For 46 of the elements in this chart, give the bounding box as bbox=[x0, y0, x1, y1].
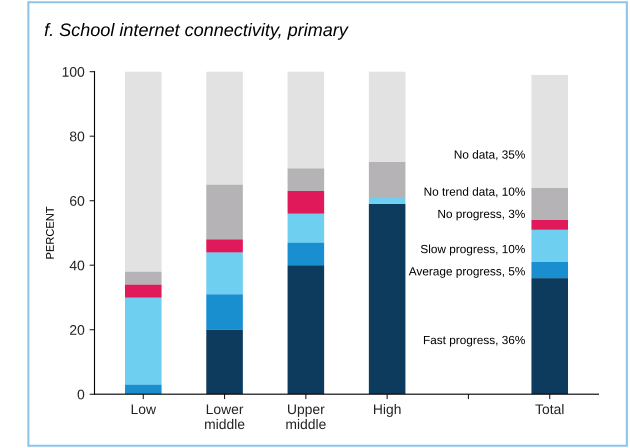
annotation: Fast progress, 36% bbox=[424, 336, 525, 347]
y-tick-label: 0 bbox=[78, 390, 84, 400]
y-axis-title: PERCENT bbox=[46, 206, 54, 259]
x-tick-label: Lower middle bbox=[205, 404, 244, 430]
bar bbox=[288, 214, 324, 243]
annotation: No progress, 3% bbox=[438, 210, 525, 220]
annotation: Slow progress, 10% bbox=[420, 244, 525, 256]
bar bbox=[531, 262, 568, 278]
annotation: No data, 35% bbox=[454, 150, 525, 160]
bar bbox=[531, 278, 568, 394]
bar bbox=[206, 239, 243, 252]
x-tick-label: Low bbox=[132, 404, 156, 414]
bar bbox=[368, 197, 406, 204]
x-tick-label: Total bbox=[535, 404, 564, 414]
y-tick-label: 60 bbox=[70, 196, 84, 206]
y-tick-label: 40 bbox=[70, 260, 84, 270]
bar bbox=[531, 74, 568, 188]
bar bbox=[206, 252, 243, 294]
chart-title: f. School internet connectivity, primary bbox=[44, 22, 349, 40]
annotation: No trend data, 10% bbox=[424, 187, 525, 198]
bar bbox=[124, 72, 162, 272]
bar bbox=[531, 220, 568, 230]
bar bbox=[206, 184, 243, 240]
bar bbox=[531, 230, 568, 262]
bar bbox=[288, 265, 324, 394]
x-tick-label: Upper middle bbox=[286, 404, 326, 430]
bar bbox=[124, 384, 162, 394]
bar bbox=[206, 294, 243, 330]
bar bbox=[206, 330, 243, 394]
bar bbox=[531, 188, 568, 220]
bar bbox=[288, 168, 324, 192]
bar bbox=[124, 284, 162, 298]
bar bbox=[206, 72, 243, 185]
bar bbox=[368, 204, 406, 394]
bar bbox=[368, 162, 406, 198]
y-tick-label: 20 bbox=[70, 325, 84, 335]
annotation: Average progress, 5% bbox=[408, 267, 525, 278]
bar bbox=[124, 297, 162, 385]
bar bbox=[288, 72, 324, 168]
bar bbox=[288, 191, 324, 214]
bar bbox=[288, 242, 324, 266]
y-tick-label: 100 bbox=[62, 67, 84, 77]
bar bbox=[368, 72, 406, 162]
y-tick-label: 80 bbox=[70, 132, 84, 142]
bar bbox=[124, 272, 162, 285]
x-tick-label: High bbox=[374, 404, 401, 417]
